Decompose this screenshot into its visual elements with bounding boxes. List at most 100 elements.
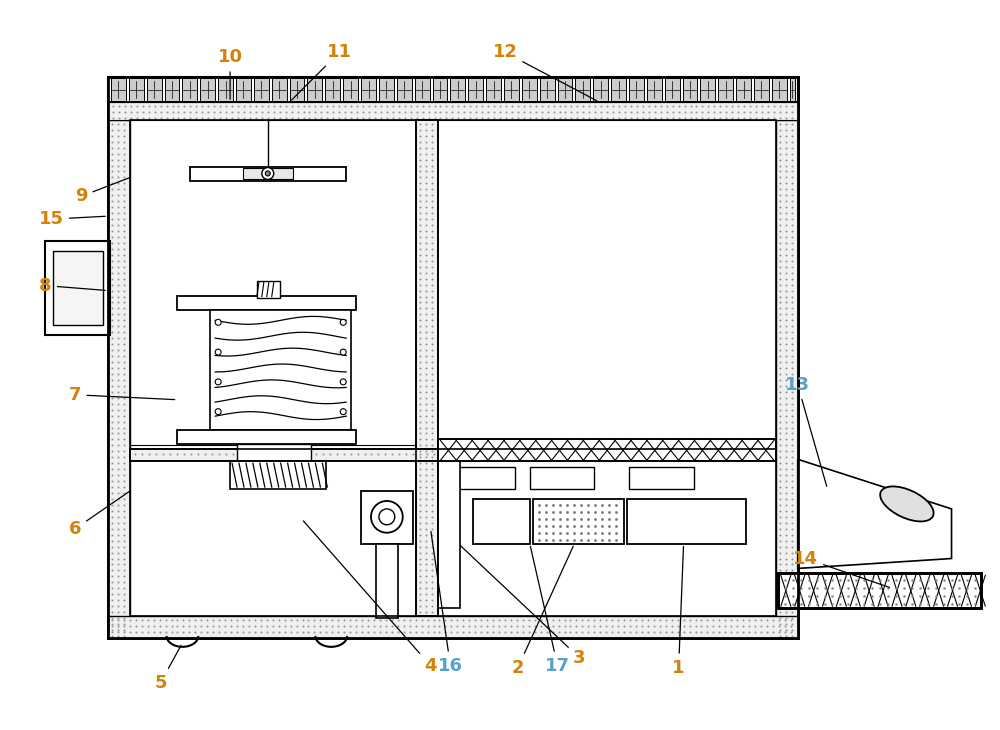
Circle shape: [340, 409, 346, 415]
Bar: [361, 491, 413, 544]
Bar: [108, 77, 798, 638]
Circle shape: [340, 349, 346, 355]
Bar: [450, 467, 515, 489]
Bar: [182, 78, 197, 101]
Bar: [45, 241, 110, 335]
Bar: [129, 78, 144, 101]
Text: 10: 10: [218, 48, 243, 99]
Bar: [473, 499, 530, 544]
Circle shape: [215, 409, 221, 415]
Bar: [575, 78, 590, 101]
Bar: [647, 78, 662, 101]
Ellipse shape: [880, 486, 934, 521]
Bar: [177, 296, 356, 310]
Bar: [325, 78, 340, 101]
Bar: [611, 78, 626, 101]
Bar: [558, 78, 572, 101]
Text: 6: 6: [69, 491, 131, 538]
Text: 14: 14: [793, 550, 889, 588]
Text: 1: 1: [672, 547, 685, 677]
Bar: [776, 120, 798, 638]
Bar: [272, 78, 287, 101]
Text: 9: 9: [75, 177, 130, 205]
Bar: [415, 78, 430, 101]
Bar: [177, 429, 356, 445]
Bar: [522, 78, 537, 101]
Bar: [665, 78, 680, 101]
Bar: [130, 450, 776, 461]
Bar: [108, 77, 798, 638]
Bar: [190, 166, 346, 182]
Bar: [307, 78, 322, 101]
Bar: [540, 78, 555, 101]
Bar: [397, 78, 412, 101]
Text: 8: 8: [39, 277, 105, 295]
Text: 2: 2: [512, 546, 573, 677]
Bar: [379, 78, 394, 101]
Bar: [450, 78, 465, 101]
Bar: [200, 78, 215, 101]
Bar: [593, 78, 608, 101]
Bar: [629, 78, 644, 101]
Bar: [718, 78, 733, 101]
Circle shape: [262, 167, 274, 180]
Bar: [416, 120, 438, 616]
Circle shape: [379, 509, 395, 525]
Bar: [504, 78, 519, 101]
Text: 15: 15: [39, 210, 105, 228]
Text: 12: 12: [492, 43, 597, 101]
Bar: [165, 78, 179, 101]
Bar: [468, 78, 483, 101]
Bar: [210, 310, 351, 429]
Bar: [130, 120, 776, 616]
Circle shape: [340, 379, 346, 385]
Bar: [237, 445, 311, 461]
Bar: [376, 544, 398, 618]
Circle shape: [215, 379, 221, 385]
Bar: [790, 78, 795, 101]
Circle shape: [215, 349, 221, 355]
Bar: [438, 439, 776, 461]
Circle shape: [371, 501, 403, 533]
Bar: [111, 78, 126, 101]
Bar: [53, 251, 103, 326]
Bar: [147, 78, 162, 101]
Bar: [218, 78, 233, 101]
Bar: [230, 461, 326, 489]
Bar: [533, 499, 624, 544]
Bar: [361, 78, 376, 101]
Bar: [629, 467, 694, 489]
Bar: [438, 461, 460, 608]
Bar: [433, 78, 447, 101]
Bar: [772, 78, 787, 101]
Bar: [416, 120, 438, 616]
Bar: [236, 78, 251, 101]
Bar: [257, 280, 280, 298]
Bar: [778, 573, 981, 608]
Circle shape: [340, 319, 346, 326]
Text: 3: 3: [460, 545, 586, 666]
Bar: [627, 499, 746, 544]
Bar: [108, 102, 798, 120]
Bar: [486, 78, 501, 101]
Bar: [108, 77, 798, 102]
Bar: [438, 439, 776, 461]
Text: 4: 4: [303, 521, 437, 675]
Bar: [290, 78, 304, 101]
Bar: [254, 78, 269, 101]
Text: 17: 17: [530, 546, 570, 675]
Text: 5: 5: [154, 645, 181, 691]
Bar: [343, 78, 358, 101]
Bar: [108, 616, 798, 638]
Bar: [683, 78, 697, 101]
Text: 13: 13: [785, 376, 827, 486]
Circle shape: [265, 171, 270, 176]
Bar: [108, 120, 130, 638]
Bar: [130, 450, 776, 461]
Bar: [530, 467, 594, 489]
Bar: [243, 167, 293, 180]
Circle shape: [215, 319, 221, 326]
Text: 7: 7: [69, 385, 175, 404]
Text: 11: 11: [292, 43, 352, 100]
Bar: [778, 573, 981, 608]
